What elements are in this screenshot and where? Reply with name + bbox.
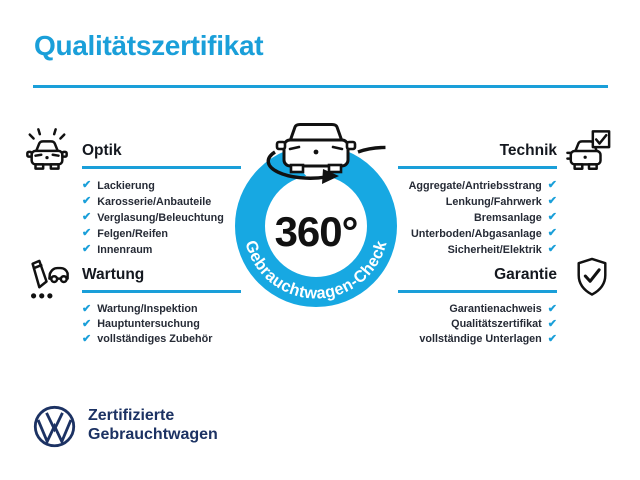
check-icon: ✔ [547,179,557,191]
check-item: Aggregate/Antriebsstrang ✔ [408,179,557,192]
check-icon: ✔ [547,227,557,239]
check-item: ✔ Lackierung [82,179,155,192]
check-icon: ✔ [82,211,92,223]
section-optik-title: Optik [82,142,122,159]
check-item: ✔ Innenraum [82,243,153,256]
brand-text: Zertifizierte Gebrauchtwagen [88,406,218,444]
check-item: Qualitätszertifikat ✔ [451,317,557,330]
check-item: Garantienachweis ✔ [449,302,557,315]
car-checkbox-icon [566,130,611,170]
section-optik: Optik ✔ Lackierung ✔ Karosserie/Anbauteile… [82,142,241,258]
check-icon: ✔ [82,243,92,255]
check-icon: ✔ [82,179,92,191]
brand-line-1: Zertifizierte [88,407,175,424]
section-underline [82,166,241,169]
check-icon: ✔ [82,195,92,207]
check-item: Unterboden/Abgasanlage ✔ [411,227,557,240]
page-title: Qualitätszertifikat [34,30,264,61]
check-icon: ✔ [82,332,92,345]
check-icon: ✔ [82,317,92,330]
wartung-checklist: ✔ Wartung/Inspektion ✔ Hauptuntersuchung ✔… [82,302,241,347]
check-icon: ✔ [547,332,557,345]
check-icon: ✔ [547,195,557,207]
check-item: vollständige Unterlagen ✔ [419,332,557,345]
check-icon: ✔ [547,317,557,330]
section-underline [398,166,557,169]
check-item: ✔ Karosserie/Anbauteile [82,195,212,208]
check-item: ✔ Verglasung/Beleuchtung [82,211,224,224]
garantie-checklist: Garantienachweis ✔ Qualitätszertifikat ✔ v… [398,302,557,347]
check-icon: ✔ [82,227,92,239]
optik-checklist: ✔ Lackierung ✔ Karosserie/Anbauteile ✔ Verg… [82,178,241,258]
360-check-badge: 360° Gebrauchtwagen-Check [235,123,417,307]
section-technik-title: Technik [499,142,557,159]
title-divider [33,85,608,88]
section-underline [82,290,241,293]
check-item: ✔ Felgen/Reifen [82,227,169,240]
brand-line-2: Gebrauchtwagen [88,426,218,443]
check-item: ✔ vollständiges Zubehör [82,332,213,345]
check-icon: ✔ [547,211,557,223]
technik-checklist: Aggregate/Antriebsstrang ✔ Lenkung/Fahrwe… [398,178,557,258]
section-underline [398,290,557,293]
section-wartung-title: Wartung [82,266,145,283]
degree-label: 360° [275,208,358,255]
check-item: ✔ Hauptuntersuchung [82,317,200,330]
check-item: Bremsanlage ✔ [473,211,557,224]
section-garantie-title: Garantie [494,266,557,283]
vw-logo [33,405,76,448]
check-icon: ✔ [547,302,557,315]
check-item: ✔ Wartung/Inspektion [82,302,198,315]
check-item: Lenkung/Fahrwerk ✔ [445,195,557,208]
car-rotation-icon [266,123,417,184]
check-item: Sicherheit/Elektrik ✔ [447,243,557,256]
section-technik: Technik Aggregate/Antriebsstrang ✔ Lenkun… [398,142,557,258]
section-wartung: Wartung ✔ Wartung/Inspektion ✔ Hauptunters… [82,266,241,347]
shield-check-icon [577,257,607,296]
car-front-shine-icon [26,128,68,170]
section-garantie: Garantie Garantienachweis ✔ Qualitätszert… [398,266,557,347]
pencil-car-checklist-icon [30,259,69,299]
check-icon: ✔ [82,302,92,315]
check-icon: ✔ [547,243,557,255]
